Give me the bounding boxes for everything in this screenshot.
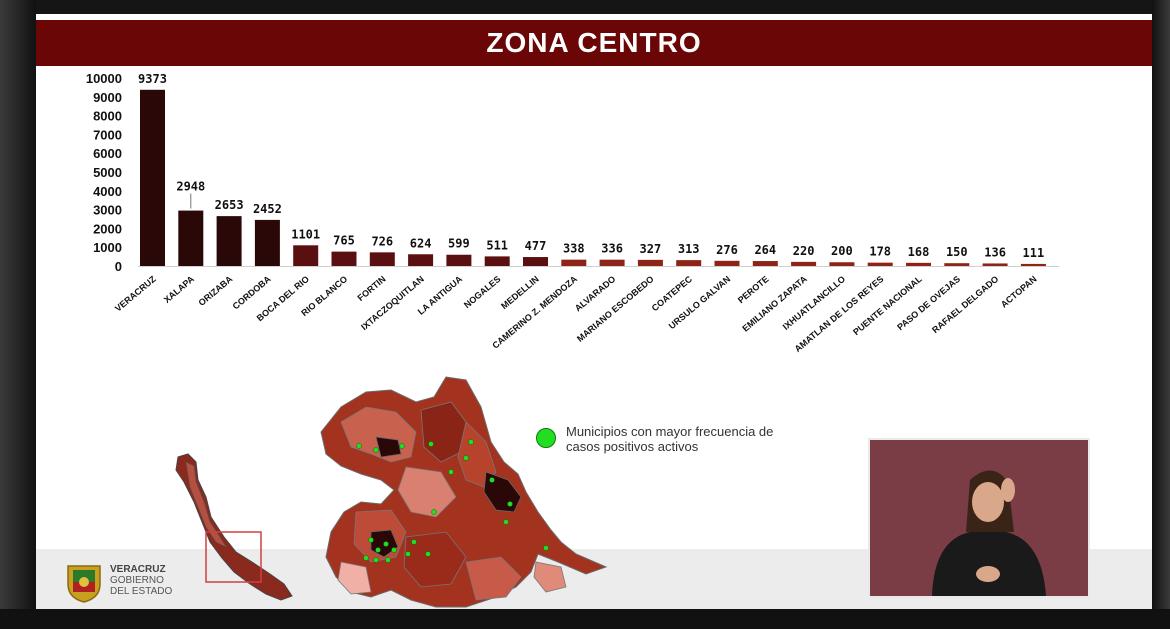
government-logo	[60, 558, 108, 604]
window-frame-left	[0, 0, 36, 629]
bar-11	[523, 257, 548, 266]
y-tick-label: 5000	[93, 165, 122, 180]
zoom-region-box	[205, 531, 262, 583]
bar-15	[676, 260, 702, 266]
bar-7	[369, 252, 395, 266]
bar-4	[254, 219, 280, 266]
data-label: 9373	[138, 72, 167, 86]
x-tick-label: NOGALES	[462, 274, 503, 310]
bar-5	[293, 245, 319, 266]
data-label: 338	[563, 242, 585, 256]
slide-title: ZONA CENTRO	[486, 27, 702, 58]
y-tick-label: 0	[115, 259, 122, 274]
y-tick-label: 3000	[93, 203, 122, 218]
data-label: 200	[831, 244, 853, 258]
x-tick-label: IXTACZOQUITLAN	[359, 274, 426, 332]
bar-13	[599, 259, 625, 266]
window-frame-bottom	[0, 609, 1170, 629]
bar-16	[714, 260, 740, 266]
logo-text: VERACRUZ GOBIERNO DEL ESTADO	[110, 564, 173, 597]
interpreter-video	[868, 438, 1090, 598]
data-label: 168	[908, 245, 930, 259]
bar-2	[178, 210, 204, 266]
data-label: 276	[716, 243, 738, 257]
bar-14	[637, 259, 663, 266]
data-label: 336	[601, 242, 623, 256]
y-tick-label: 2000	[93, 221, 122, 236]
bar-3	[216, 216, 242, 266]
bar-12	[561, 259, 587, 266]
x-tick-label: PEROTE	[736, 274, 771, 305]
data-label: 477	[525, 239, 547, 253]
legend-text: Municipios con mayor frecuencia de casos…	[566, 424, 774, 454]
data-label: 511	[486, 238, 508, 252]
shield-icon	[67, 565, 101, 603]
data-label: 150	[946, 245, 968, 259]
data-label: 313	[678, 242, 700, 256]
map-legend: Municipios con mayor frecuencia de casos…	[536, 424, 806, 454]
bar-17	[752, 261, 778, 266]
presentation-slide: ZONA CENTRO 0 1000 2000 3000 4000 5000 6000 700…	[36, 14, 1152, 609]
bar-23	[982, 263, 1008, 266]
x-tick-label: RAFAEL DELGADO	[930, 274, 1000, 335]
data-label: 136	[984, 245, 1006, 259]
data-label: 220	[793, 244, 815, 258]
data-label: 765	[333, 234, 355, 248]
x-tick-label: VERACRUZ	[113, 274, 158, 314]
bar-6	[331, 251, 357, 266]
bar-18	[791, 261, 817, 266]
data-label: 178	[869, 245, 891, 259]
x-tick-label: PUENTE NACIONAL	[851, 274, 924, 338]
y-tick-label: 8000	[93, 109, 122, 124]
hotspot-markers	[356, 439, 549, 563]
data-label: 111	[1023, 246, 1045, 260]
data-label: 599	[448, 237, 470, 251]
x-tick-label: FORTIN	[355, 274, 387, 303]
x-tick-label: PASO DE OVEJAS	[895, 274, 962, 332]
x-tick-label: ACTOPAN	[999, 274, 1039, 310]
sign-language-interpreter-icon	[870, 440, 1088, 596]
x-tick-label: XALAPA	[162, 274, 197, 305]
legend-marker-icon	[536, 428, 556, 448]
window-frame-right	[1152, 0, 1170, 629]
bar-10	[484, 256, 510, 266]
bar-chart: 0 1000 2000 3000 4000 5000 6000 7000 8000 9000 100…	[86, 71, 1060, 354]
data-label: 327	[640, 242, 662, 256]
data-label: 726	[371, 234, 393, 248]
bar-1	[140, 89, 165, 266]
slide-header: ZONA CENTRO	[36, 20, 1152, 66]
zona-centro-map	[320, 376, 608, 608]
y-tick-label: 6000	[93, 146, 122, 161]
bar-20	[867, 262, 893, 266]
data-label: 2948	[176, 180, 205, 194]
bar-8	[408, 254, 434, 266]
bar-22	[944, 263, 970, 266]
data-label: 2653	[215, 198, 244, 212]
bar-19	[829, 262, 855, 266]
y-tick-label: 7000	[93, 127, 122, 142]
y-tick-label: 1000	[93, 240, 122, 255]
x-tick-label: MARIANO ESCOBEDO	[575, 274, 656, 344]
region-map	[175, 376, 608, 608]
x-tick-label: EMILIANO ZAPATA	[740, 274, 809, 334]
window-frame-top	[0, 0, 1170, 14]
state-outline-map	[175, 453, 293, 601]
bar-21	[906, 262, 931, 266]
y-tick-label: 10000	[86, 71, 122, 86]
data-label: 264	[754, 243, 776, 257]
data-label: 624	[410, 236, 432, 250]
x-tick-label: ORIZABA	[197, 274, 235, 308]
data-label: 1101	[291, 227, 320, 241]
y-tick-label: 9000	[93, 90, 122, 105]
data-label: 2452	[253, 202, 282, 216]
y-tick-label: 4000	[93, 184, 122, 199]
bar-9	[446, 254, 472, 266]
bar-24	[1020, 263, 1046, 266]
